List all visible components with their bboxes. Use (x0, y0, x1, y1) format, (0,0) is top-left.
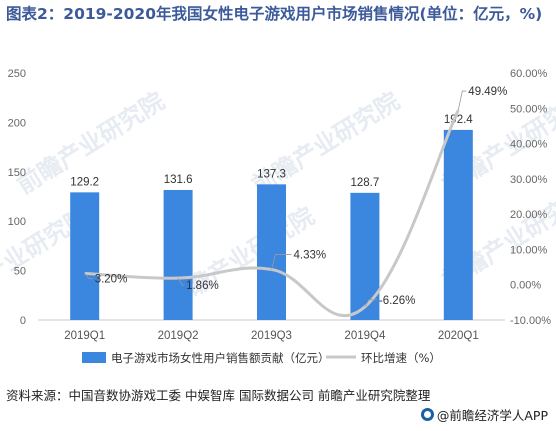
chart-title: 图表2：2019-2020年我国女性电子游戏用户市场销售情况(单位：亿元，%) (6, 5, 543, 23)
bar-value-label: 128.7 (351, 177, 380, 189)
watermark-text: 前瞻产业研究院 (247, 87, 404, 200)
x-tick-label: 2020Q1 (438, 330, 479, 342)
bar-value-label: 137.3 (257, 168, 286, 180)
y-right-tick-label: 30.00% (510, 174, 548, 186)
source-note: 资料来源：中国音数协游戏工委 中娱智库 国际数据公司 前瞻产业研究院整理 (6, 388, 431, 403)
legend-bar-label: 电子游戏市场女性用户销售额贡献（亿元） (111, 351, 330, 365)
brand-credit: @前瞻经济学人APP (420, 405, 548, 424)
x-tick-label: 2019Q4 (344, 330, 386, 342)
x-tick-label: 2019Q2 (158, 330, 199, 342)
bar-mark (70, 192, 100, 320)
line-label-leader (457, 90, 467, 111)
line-value-label: 1.86% (186, 280, 219, 292)
y-left-tick-label: 200 (8, 117, 26, 129)
line-value-label: 49.49% (468, 86, 507, 98)
bar-value-label: 129.2 (70, 176, 99, 188)
y-right-tick-label: 60.00% (510, 68, 548, 80)
y-right-tick-label: -10.00% (510, 315, 551, 327)
y-right-tick-label: 50.00% (510, 103, 548, 115)
bar-mark (443, 129, 473, 320)
legend-line-label: 环比增速（%） (361, 351, 441, 365)
line-value-label: 4.33% (294, 249, 327, 261)
y-left-tick-label: 150 (8, 167, 26, 179)
line-value-label: -6.26% (379, 295, 415, 307)
legend-bar-swatch (82, 352, 106, 363)
line-label-leader (364, 299, 377, 308)
y-left-tick-label: 250 (8, 68, 26, 80)
y-left-tick-label: 50 (14, 266, 26, 278)
line-label-leader (271, 254, 292, 270)
growth-line (84, 109, 460, 318)
brand-logo-icon (420, 408, 434, 421)
x-tick-label: 2019Q1 (64, 330, 105, 342)
y-right-tick-label: 20.00% (510, 209, 548, 221)
bar-value-label: 131.6 (164, 174, 193, 186)
bar-mark (350, 192, 380, 320)
y-left-tick-label: 100 (8, 216, 26, 228)
line-label-leader (177, 277, 185, 286)
y-right-tick-label: 0.00% (510, 280, 541, 292)
bar-mark (257, 184, 286, 320)
line-value-label: 3.20% (95, 273, 128, 285)
line-label-leader (84, 273, 93, 279)
bar-mark (163, 189, 193, 320)
y-right-tick-label: 40.00% (510, 139, 548, 151)
y-left-tick-label: 0 (20, 315, 26, 327)
x-tick-label: 2019Q3 (251, 330, 292, 342)
y-right-tick-label: 10.00% (510, 244, 548, 256)
brand-text: @前瞻经济学人APP (436, 408, 548, 423)
bar-value-label: 192.4 (444, 114, 473, 126)
